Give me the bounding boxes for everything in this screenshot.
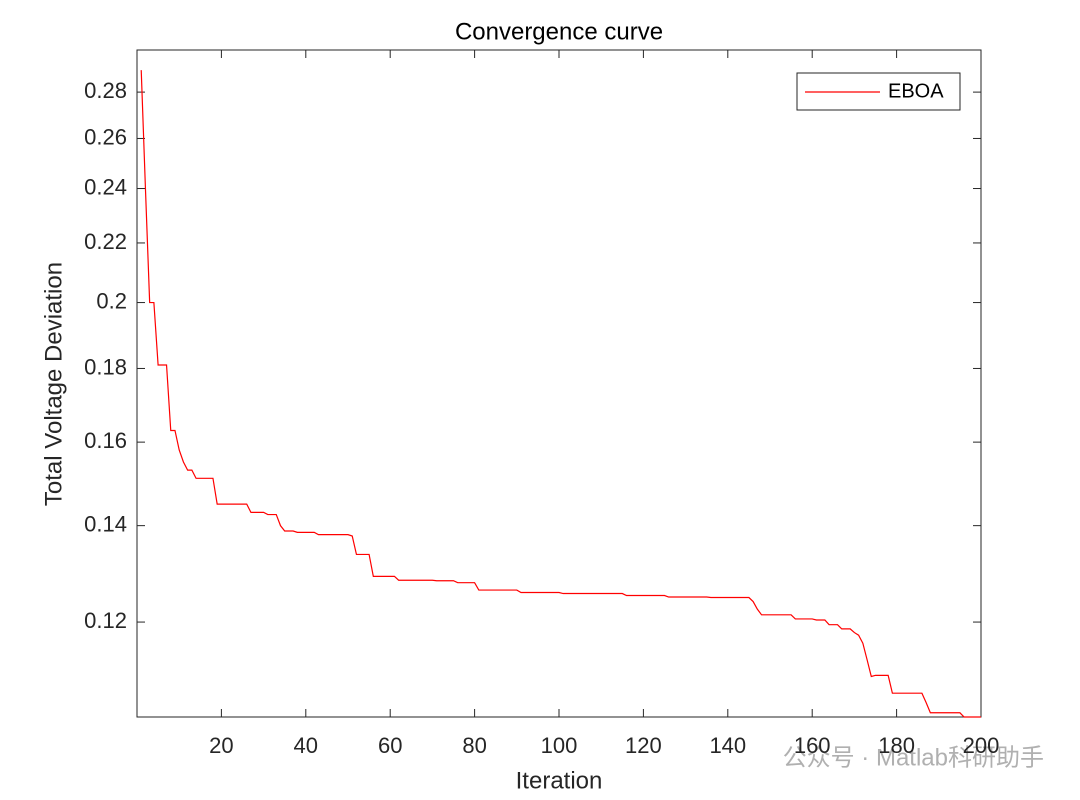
x-tick-label: 20 [209, 733, 233, 758]
x-tick-label: 120 [625, 733, 662, 758]
y-tick-label: 0.22 [84, 229, 127, 254]
x-tick-label: 40 [294, 733, 318, 758]
x-tick-label: 60 [378, 733, 402, 758]
legend-label: EBOA [888, 80, 944, 102]
x-axis-label: Iteration [516, 767, 603, 794]
y-tick-label: 0.2 [96, 288, 127, 313]
plot-area [136, 49, 982, 718]
y-axis-label: Total Voltage Deviation [40, 262, 67, 506]
y-tick-label: 0.28 [84, 78, 127, 103]
y-tick-label: 0.12 [84, 608, 127, 633]
y-tick-label: 0.14 [84, 511, 127, 536]
x-tick-label: 140 [709, 733, 746, 758]
x-tick-label: 200 [963, 733, 1000, 758]
line-series [140, 70, 981, 718]
chart-title: Convergence curve [455, 18, 663, 45]
x-tick-label: 180 [878, 733, 915, 758]
watermark: 公众号 · Matlab科研助手 [783, 744, 1044, 771]
y-tick-label: 0.26 [84, 124, 127, 149]
y-tick-label: 0.16 [84, 428, 127, 453]
x-tick-label: 80 [462, 733, 486, 758]
x-tick-label: 100 [541, 733, 578, 758]
y-tick-label: 0.24 [84, 174, 127, 199]
x-tick-label: 160 [794, 733, 831, 758]
y-tick-label: 0.18 [84, 354, 127, 379]
